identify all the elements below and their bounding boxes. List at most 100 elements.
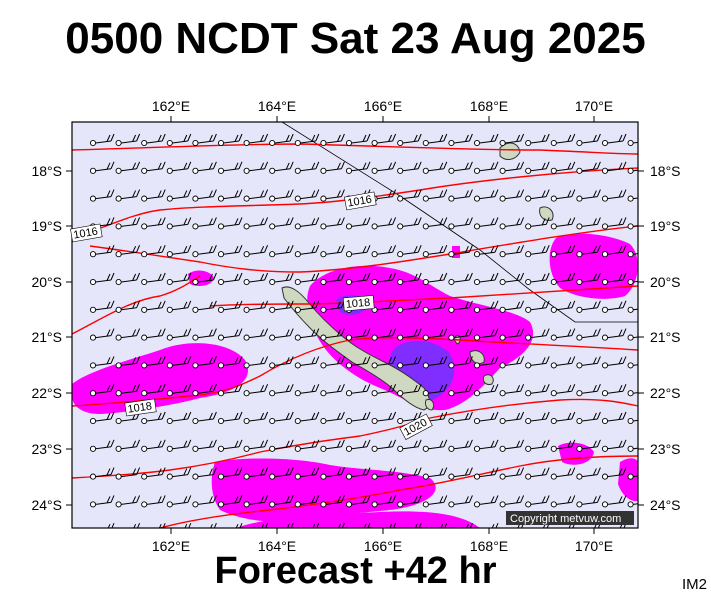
map-frame (71, 121, 639, 529)
barb-feather (264, 328, 269, 336)
barb-shaft (172, 223, 188, 227)
barb-feather (234, 329, 239, 337)
station-circle (448, 417, 455, 425)
barb-shaft (172, 390, 188, 394)
station-circle (115, 445, 122, 452)
lon-label-bottom: 170°E (575, 538, 613, 554)
barb-shaft (633, 475, 638, 478)
barb-shaft (428, 474, 444, 478)
station-circle (89, 445, 97, 452)
barb-feather (413, 329, 418, 337)
station-circle (115, 417, 122, 425)
barb-feather (136, 495, 141, 503)
barb-feather (439, 162, 444, 170)
station-circle (115, 362, 122, 369)
barb-feather (571, 161, 576, 169)
station-circle (576, 306, 583, 313)
station-circle (294, 306, 301, 313)
barb-shaft (633, 141, 638, 144)
barb-shaft (403, 530, 418, 532)
station-circle (320, 417, 327, 425)
barb-shaft (607, 223, 624, 227)
barb-feather (336, 412, 341, 420)
barb-shaft (581, 140, 598, 144)
station-circle (499, 195, 506, 202)
barb-feather (238, 384, 243, 392)
lat-label-right: 24°S (650, 497, 681, 513)
barb-feather (285, 162, 290, 170)
boundary-lines (281, 122, 638, 323)
barb-shaft (325, 335, 342, 339)
barb-feather (212, 189, 217, 197)
barb-feather (336, 384, 341, 392)
barb-feather (413, 496, 418, 504)
barb-feather (622, 439, 627, 447)
barb-shaft (581, 168, 598, 172)
barb-shaft (428, 196, 444, 200)
barb-feather (439, 440, 444, 448)
barb-shaft (223, 335, 240, 339)
barb-feather (468, 411, 473, 420)
barb-feather (362, 468, 367, 476)
barb-feather (468, 495, 473, 503)
barb-feather (490, 329, 495, 337)
barb-feather (157, 496, 162, 504)
barb-shaft (428, 530, 443, 532)
barb-shaft (581, 446, 598, 450)
barb-feather (592, 357, 597, 365)
barb-feather (545, 411, 550, 420)
barb-shaft (505, 196, 521, 200)
lat-label-left: 20°S (31, 274, 62, 290)
station-circle (448, 445, 455, 452)
barb-feather (592, 273, 597, 281)
barb-feather (260, 273, 265, 281)
barb-shaft (224, 530, 239, 532)
barb-feather (234, 440, 239, 448)
barb-feather (260, 190, 265, 198)
barb-feather (132, 218, 137, 226)
barb-feather (315, 300, 320, 308)
barb-shaft (223, 390, 240, 394)
station-circle (627, 195, 634, 202)
barb-feather (136, 300, 141, 308)
station-circle (295, 530, 300, 535)
barb-shaft (197, 446, 214, 450)
station-circle (166, 251, 173, 258)
barb-feather (208, 301, 213, 309)
efate-island (539, 206, 554, 221)
barb-shaft (95, 307, 112, 311)
barb-feather (260, 496, 265, 504)
barb-shaft (197, 251, 214, 255)
barb-feather (161, 272, 166, 281)
barb-feather (161, 439, 166, 447)
barb-feather (541, 134, 546, 142)
barb-shaft (325, 390, 342, 394)
station-circle (627, 417, 634, 425)
barb-feather (132, 384, 137, 392)
barb-feather (208, 134, 213, 142)
station-circle (576, 167, 583, 174)
station-circle (397, 306, 404, 313)
station-circle (141, 362, 148, 369)
barb-shaft (479, 251, 496, 255)
barb-feather (649, 301, 652, 308)
barb-shaft (453, 251, 470, 255)
barb-shaft (249, 362, 265, 366)
station-circle (345, 501, 353, 508)
lon-label-top: 162°E (152, 98, 190, 114)
barb-feather (366, 384, 371, 392)
station-circle (320, 223, 327, 230)
barb-shaft (95, 390, 112, 394)
station-circle (166, 139, 173, 147)
barb-shaft (428, 446, 444, 450)
barb-shaft (325, 501, 342, 505)
barb-feather (464, 245, 469, 253)
barb-feather (516, 496, 521, 504)
barb-feather (239, 523, 243, 528)
barb-feather (649, 523, 652, 530)
barb-shaft (505, 168, 521, 172)
barb-shaft (377, 474, 393, 478)
barb-shaft (351, 501, 368, 505)
barb-feather (567, 496, 572, 504)
barb-feather (388, 412, 393, 420)
